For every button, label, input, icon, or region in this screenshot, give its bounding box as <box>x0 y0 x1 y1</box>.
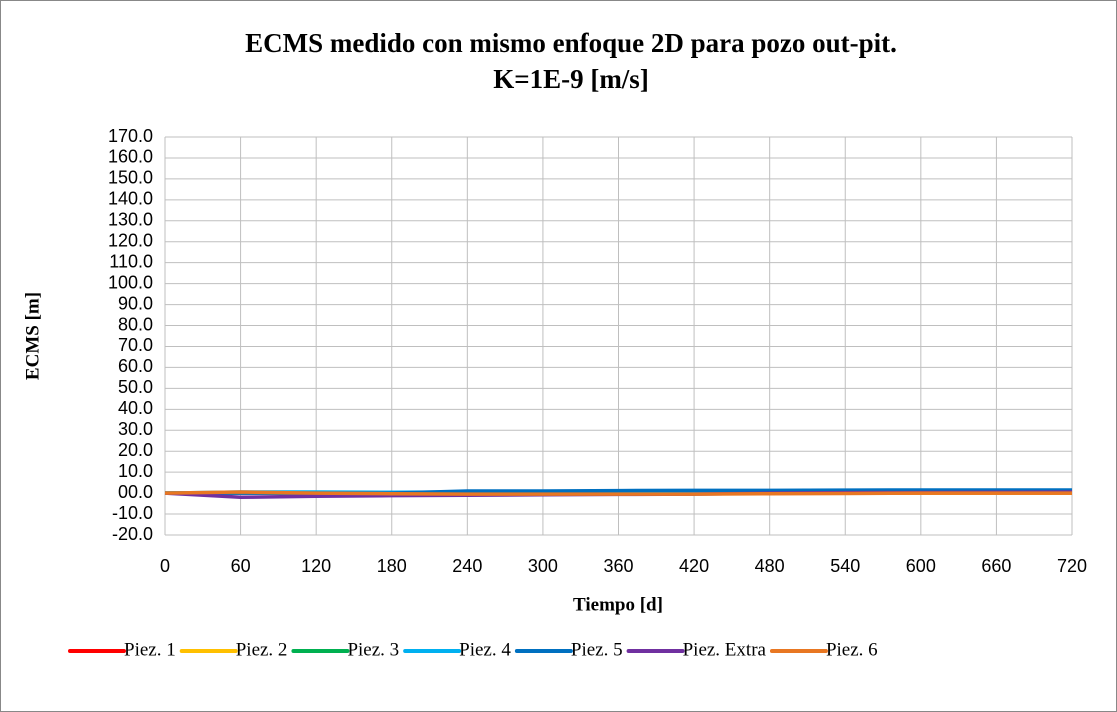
legend-label: Piez. 6 <box>826 639 878 660</box>
y-axis-label: ECMS [m] <box>22 292 43 380</box>
y-tick-label: 80.0 <box>118 314 153 334</box>
y-tick-label: 40.0 <box>118 398 153 418</box>
x-tick-label: 660 <box>981 556 1011 576</box>
y-tick-label: 10.0 <box>118 461 153 481</box>
y-tick-label: 30.0 <box>118 419 153 439</box>
legend-label: Piez. Extra <box>683 639 767 660</box>
x-tick-label: 180 <box>377 556 407 576</box>
x-tick-label: 60 <box>231 556 251 576</box>
y-tick-label: 100.0 <box>108 272 153 292</box>
chart-title: ECMS medido con mismo enfoque 2D para po… <box>245 28 897 58</box>
x-tick-label: 600 <box>906 556 936 576</box>
x-tick-label: 0 <box>160 556 170 576</box>
x-tick-label: 360 <box>603 556 633 576</box>
x-tick-label: 120 <box>301 556 331 576</box>
y-tick-label: 00.0 <box>118 482 153 502</box>
y-tick-label: 160.0 <box>108 147 153 167</box>
legend-label: Piez. 4 <box>459 639 511 660</box>
y-tick-label: 50.0 <box>118 377 153 397</box>
y-tick-label: 90.0 <box>118 293 153 313</box>
y-tick-label: -20.0 <box>112 524 153 544</box>
chart-subtitle: K=1E-9 [m/s] <box>493 64 649 94</box>
y-tick-label: 70.0 <box>118 335 153 355</box>
legend-label: Piez. 1 <box>124 639 176 660</box>
y-tick-label: 20.0 <box>118 440 153 460</box>
x-tick-label: 480 <box>755 556 785 576</box>
y-tick-label: -10.0 <box>112 503 153 523</box>
y-tick-label: 150.0 <box>108 168 153 188</box>
y-tick-label: 110.0 <box>109 251 153 271</box>
y-tick-label: 170.0 <box>108 126 153 146</box>
x-tick-label: 240 <box>452 556 482 576</box>
x-axis-label: Tiempo [d] <box>573 594 663 615</box>
y-tick-label: 60.0 <box>118 356 153 376</box>
x-tick-label: 300 <box>528 556 558 576</box>
y-tick-label: 140.0 <box>108 189 153 209</box>
legend-label: Piez. 2 <box>236 639 288 660</box>
legend-label: Piez. 5 <box>571 639 623 660</box>
x-tick-label: 420 <box>679 556 709 576</box>
x-tick-label: 540 <box>830 556 860 576</box>
series-line <box>164 490 1072 496</box>
y-tick-label: 120.0 <box>108 230 153 250</box>
legend-label: Piez. 3 <box>347 639 399 660</box>
x-tick-label: 720 <box>1057 556 1087 576</box>
y-tick-label: 130.0 <box>108 210 153 230</box>
